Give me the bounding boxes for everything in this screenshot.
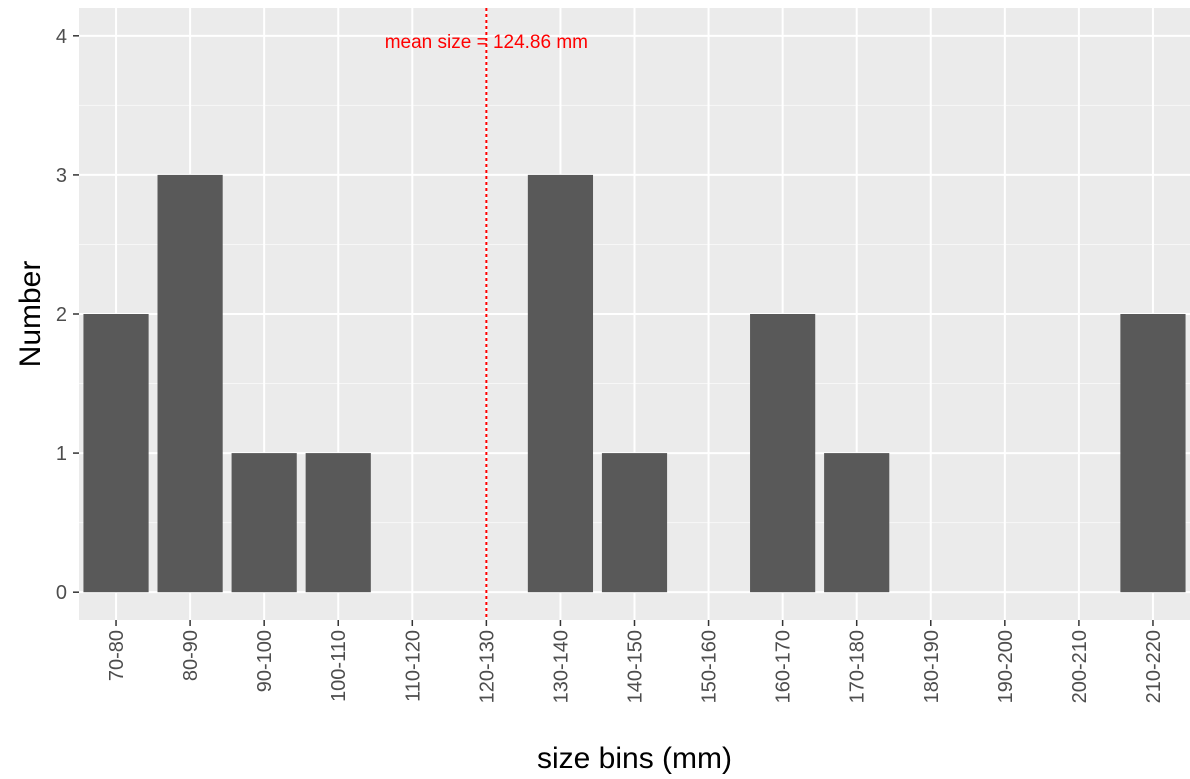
x-axis-title: size bins (mm) [537, 742, 732, 775]
x-tick-label: 80-90 [180, 630, 202, 681]
y-axis: 0 1 2 3 4 [56, 26, 79, 604]
y-tick-label: 3 [56, 165, 67, 187]
bar-70-80 [83, 314, 149, 593]
x-tick-label: 150-160 [699, 630, 721, 703]
x-tick-label: 110-120 [402, 630, 424, 702]
x-axis: 70-80 80-90 90-100 100-110 110-120 120-130 130… [106, 620, 1165, 703]
x-tick-label: 140-150 [625, 630, 647, 703]
x-tick-label: 180-190 [921, 630, 943, 703]
y-tick-label: 0 [56, 582, 67, 604]
x-tick-label: 70-80 [106, 630, 128, 681]
x-tick-label: 210-220 [1143, 630, 1165, 703]
bar-140-150 [601, 453, 668, 593]
bar-170-180 [824, 453, 890, 593]
bar-100-110 [305, 453, 371, 593]
bar-130-140 [527, 174, 594, 593]
x-tick-label: 130-140 [550, 630, 572, 703]
x-tick-label: 190-200 [995, 630, 1017, 703]
bar-210-220 [1120, 314, 1186, 593]
bar-90-100 [231, 453, 297, 593]
y-tick-label: 2 [56, 304, 67, 326]
y-tick-label: 4 [56, 26, 67, 48]
x-tick-label: 170-180 [847, 630, 869, 703]
bars [83, 174, 1186, 593]
x-tick-label: 90-100 [254, 630, 276, 692]
x-tick-label: 100-110 [328, 630, 350, 702]
bar-160-170 [750, 314, 816, 593]
x-tick-label: 160-170 [773, 630, 795, 703]
mean-annotation: mean size = 124.86 mm [385, 32, 588, 53]
bar-80-90 [157, 174, 223, 593]
x-tick-label: 200-210 [1069, 630, 1091, 703]
y-axis-title: Number [14, 261, 47, 368]
x-tick-label: 120-130 [476, 630, 498, 703]
y-tick-label: 1 [56, 443, 67, 465]
